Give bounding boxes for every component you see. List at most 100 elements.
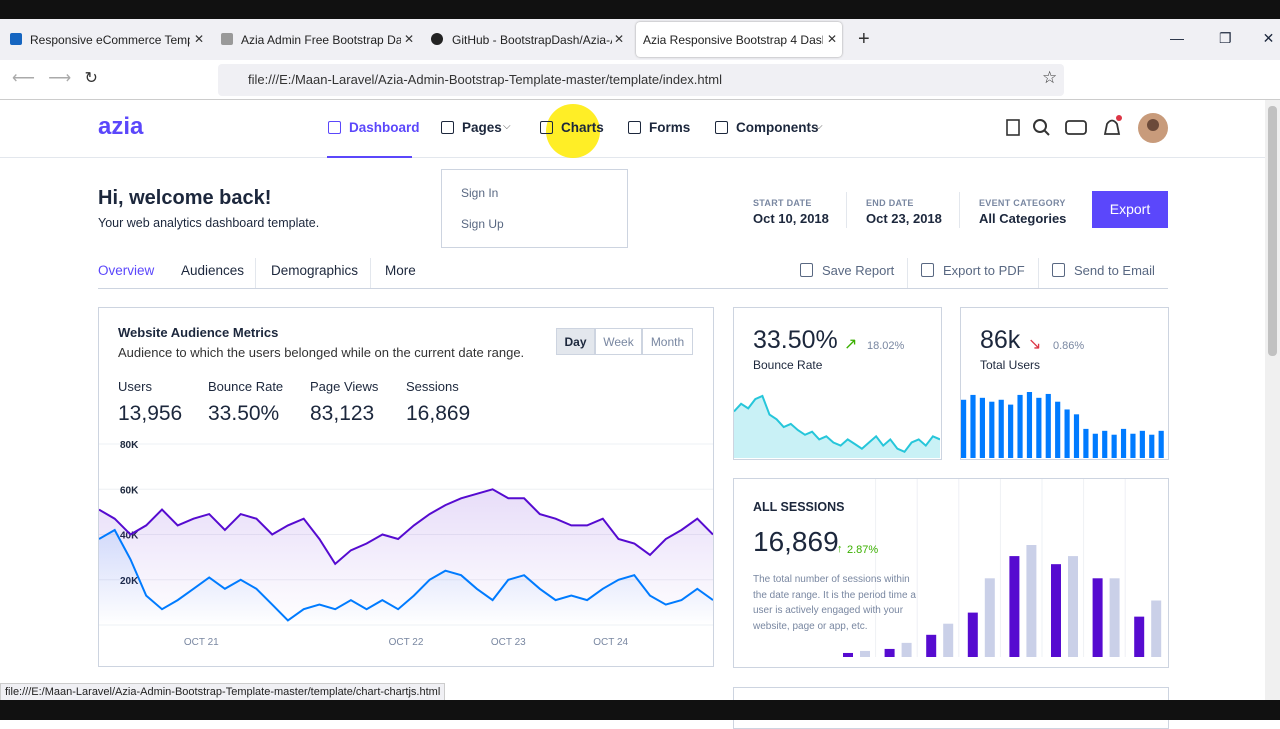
up-arrow: ↑ — [837, 543, 843, 555]
bar — [979, 397, 985, 458]
url-bar[interactable] — [218, 64, 1064, 96]
tab-close[interactable]: ✕ — [614, 32, 625, 46]
stat-label: Sessions — [406, 379, 459, 394]
separator — [846, 192, 847, 228]
nav-buttons[interactable]: ⟵ ⟶ ↻ — [12, 70, 98, 87]
bar — [961, 399, 967, 458]
logo[interactable]: azia — [98, 113, 144, 140]
bar — [884, 648, 895, 657]
action-icon — [921, 263, 934, 277]
bar — [1092, 433, 1098, 458]
nav-item[interactable]: Pages — [462, 120, 502, 135]
filter-label: START DATE — [753, 198, 812, 208]
bar — [1149, 434, 1155, 458]
url: file:///E:/Maan-Laravel/Azia-Admin-Boots… — [248, 72, 722, 87]
tab[interactable]: Audiences — [181, 263, 245, 278]
page-title: Hi, welcome back! — [98, 187, 272, 209]
nav-active — [327, 156, 412, 158]
nav-item[interactable]: Components — [736, 120, 819, 135]
bar — [1068, 556, 1078, 657]
dropdown-item[interactable]: Sign Up — [461, 217, 504, 231]
bar — [967, 612, 978, 657]
action[interactable]: Export to PDF — [943, 263, 1025, 278]
separator — [959, 192, 960, 228]
nav-icon — [441, 121, 454, 134]
nav-icon — [628, 121, 641, 134]
dropdown — [441, 169, 628, 248]
bounce-card — [733, 307, 942, 460]
users-label: Total Users — [980, 358, 1041, 372]
bar — [1008, 404, 1014, 458]
scrollbar[interactable] — [1265, 100, 1280, 700]
search-icon[interactable] — [1033, 119, 1047, 133]
period-button[interactable]: Month — [642, 328, 693, 355]
nav-item[interactable]: Charts — [561, 120, 604, 135]
dropdown-item[interactable]: Sign In — [461, 186, 499, 200]
bar — [1111, 434, 1117, 458]
bookmark[interactable]: ☆ — [1042, 68, 1058, 87]
browser-tab[interactable]: Azia Responsive Bootstrap 4 Dashbo — [643, 33, 823, 47]
doc-icon[interactable] — [1006, 119, 1020, 136]
browser-tab[interactable]: Responsive eCommerce Templa — [30, 33, 190, 47]
active-tab[interactable] — [636, 22, 842, 57]
bar — [1092, 578, 1103, 657]
stat-label: Bounce Rate — [208, 379, 284, 394]
nav-item[interactable]: Dashboard — [349, 120, 420, 135]
bar — [1120, 428, 1127, 458]
bell-icon[interactable] — [1103, 119, 1121, 135]
browser-tab[interactable]: Azia Admin Free Bootstrap Dash — [241, 33, 401, 47]
line — [734, 394, 940, 454]
page-subtitle: Your web analytics dashboard template. — [98, 216, 320, 230]
chat-icon[interactable] — [1065, 120, 1087, 135]
separator — [255, 258, 256, 288]
nav-icon — [540, 121, 553, 134]
tab-close[interactable]: ✕ — [404, 32, 415, 46]
stat-value: 16,869 — [406, 402, 471, 425]
filter-value[interactable]: Oct 23, 2018 — [866, 211, 942, 226]
bar — [926, 634, 937, 657]
action[interactable]: Send to Email — [1074, 263, 1155, 278]
bar — [1017, 394, 1023, 458]
tab[interactable]: More — [385, 263, 416, 278]
separator — [370, 258, 371, 288]
export-button[interactable]: Export — [1092, 191, 1168, 228]
stat-label: Page Views — [310, 379, 379, 394]
sessions-text: The total number of sessions within the … — [753, 574, 916, 632]
users-bars — [961, 392, 1164, 458]
area — [99, 530, 713, 625]
tab-close[interactable]: ✕ — [827, 32, 838, 46]
tab[interactable]: Overview — [98, 263, 155, 278]
tab[interactable]: Demographics — [271, 263, 359, 278]
stat-label: Users — [118, 379, 152, 394]
window-controls[interactable]: — ❐ ✕ — [1170, 30, 1275, 46]
bar — [1055, 401, 1061, 458]
nav-item[interactable]: Forms — [649, 120, 691, 135]
tab-close[interactable]: ✕ — [194, 32, 205, 46]
y-tick-label: 60K — [120, 485, 139, 496]
bounce-value: 33.50% — [753, 326, 838, 354]
users-change: 0.86% — [1053, 340, 1085, 352]
bar — [843, 652, 853, 657]
period-button[interactable]: Day — [556, 328, 595, 355]
sessions-chart — [843, 479, 1162, 657]
bar — [901, 642, 912, 657]
browser-tab[interactable]: GitHub - BootstrapDash/Azia-A — [452, 33, 612, 47]
new-tab[interactable]: + — [858, 28, 870, 50]
status-bar: file:///E:/Maan-Laravel/Azia-Admin-Boots… — [0, 683, 446, 701]
period-button[interactable]: Week — [595, 328, 642, 355]
users-value: 86k — [980, 326, 1021, 354]
separator — [1038, 258, 1039, 288]
nav-icon — [328, 121, 341, 134]
x-tick-label: OCT 23 — [491, 637, 526, 648]
bar — [860, 650, 870, 657]
line — [99, 488, 713, 566]
sessions-title: ALL SESSIONS — [753, 500, 845, 514]
action-icon — [1052, 263, 1065, 277]
action[interactable]: Save Report — [822, 263, 895, 278]
bar — [970, 394, 976, 458]
bar — [943, 623, 954, 657]
card-subtitle: Audience to which the users belonged whi… — [118, 345, 525, 360]
filter-label: END DATE — [866, 198, 914, 208]
filter-value[interactable]: Oct 10, 2018 — [753, 211, 829, 226]
filter-value[interactable]: All Categories — [979, 211, 1067, 226]
